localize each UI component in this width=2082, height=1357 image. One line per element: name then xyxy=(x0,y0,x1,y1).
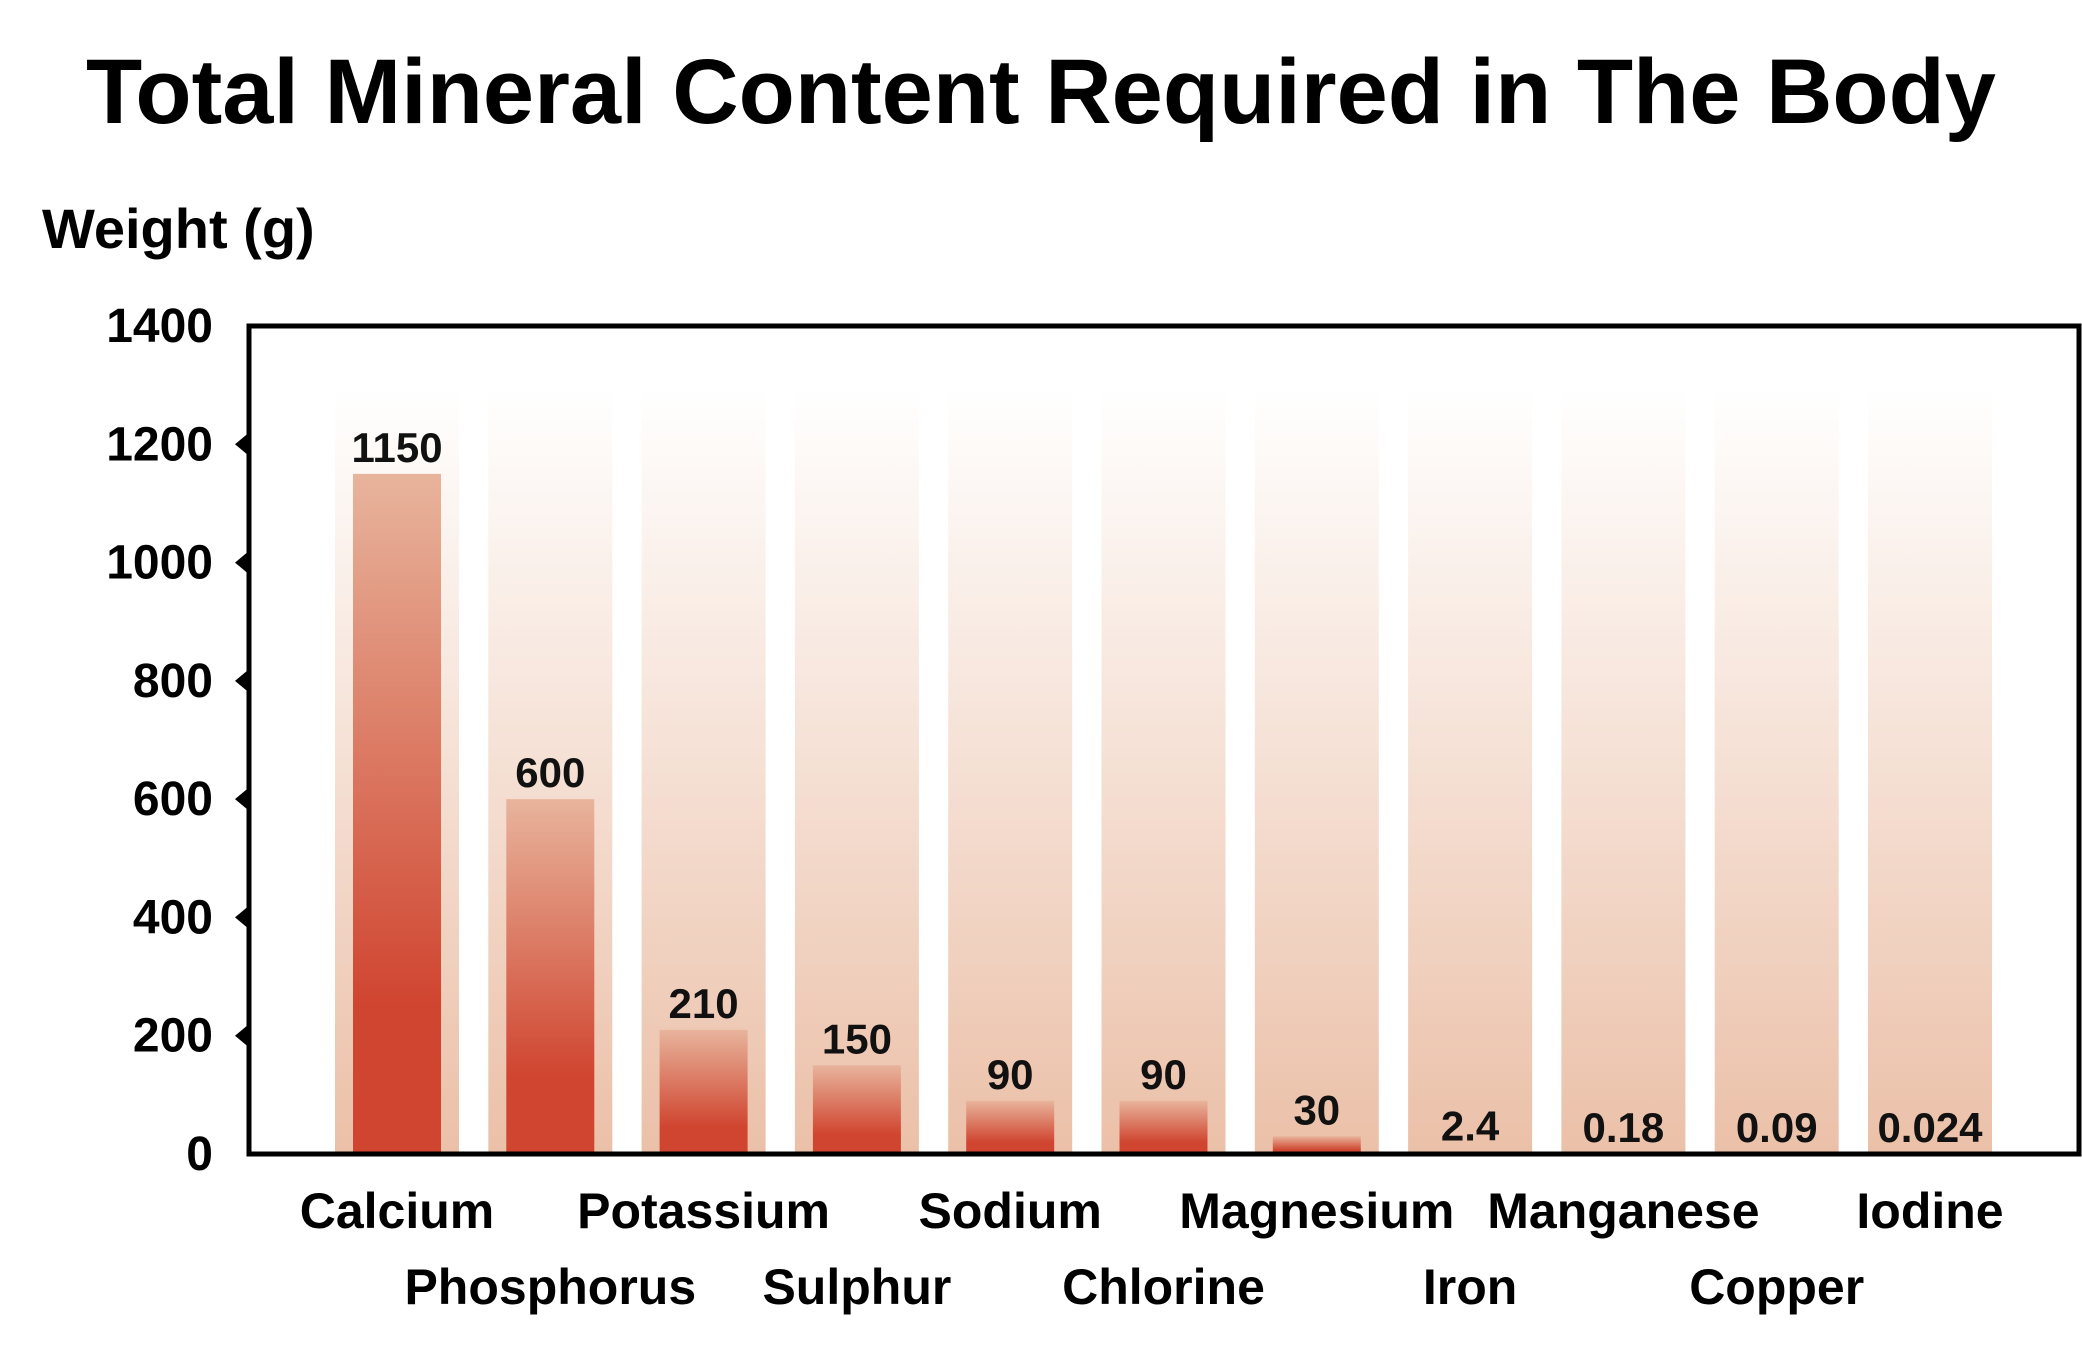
y-tick-mark xyxy=(235,434,247,455)
y-tick-label: 1400 xyxy=(106,300,213,353)
y-axis-label: Weight (g) xyxy=(42,197,315,260)
x-tick-label: Calcium xyxy=(300,1183,495,1239)
y-tick-mark xyxy=(235,907,247,928)
y-tick-label: 800 xyxy=(133,655,213,708)
value-label: 600 xyxy=(515,749,585,796)
y-tick-label: 1000 xyxy=(106,537,213,590)
bar xyxy=(353,473,441,1154)
y-tick-label: 0 xyxy=(186,1128,213,1181)
value-label: 30 xyxy=(1293,1086,1340,1133)
bar xyxy=(506,799,595,1154)
background-column xyxy=(1561,388,1686,1154)
value-label: 90 xyxy=(987,1051,1034,1098)
value-label: 1150 xyxy=(351,424,442,471)
background-column xyxy=(794,388,919,1154)
x-tick-label: Copper xyxy=(1689,1259,1864,1315)
background-column xyxy=(641,388,766,1154)
value-label: 0.09 xyxy=(1736,1104,1818,1151)
bar xyxy=(659,1029,748,1154)
y-tick-label: 400 xyxy=(133,891,213,944)
x-tick-label: Sodium xyxy=(919,1183,1102,1239)
plot-area-frame xyxy=(246,323,2082,1157)
background-column xyxy=(1408,388,1533,1154)
background-column xyxy=(948,388,1073,1154)
y-tick-mark xyxy=(235,670,247,691)
x-tick-label: Iodine xyxy=(1856,1183,2003,1239)
x-tick-label: Manganese xyxy=(1487,1183,1759,1239)
x-tick-label: Magnesium xyxy=(1179,1183,1454,1239)
y-tick-label: 1200 xyxy=(106,418,213,471)
value-label: 0.024 xyxy=(1877,1104,1983,1151)
value-label: 210 xyxy=(669,980,739,1027)
x-tick-label: Potassium xyxy=(577,1183,830,1239)
value-label: 150 xyxy=(822,1015,892,1062)
value-label: 0.18 xyxy=(1583,1104,1665,1151)
bar xyxy=(812,1065,901,1154)
y-tick-mark xyxy=(235,552,247,573)
background-column xyxy=(1254,388,1379,1154)
x-tick-label: Iron xyxy=(1423,1259,1517,1315)
background-column xyxy=(1868,388,1992,1154)
bar xyxy=(1119,1100,1208,1154)
y-tick-label: 200 xyxy=(133,1010,213,1063)
y-tick-mark xyxy=(235,1025,247,1046)
y-tick-label: 600 xyxy=(133,773,213,826)
bar xyxy=(1272,1136,1361,1154)
x-tick-label: Chlorine xyxy=(1062,1259,1265,1315)
y-tick-mark xyxy=(235,789,247,810)
background-column xyxy=(1101,388,1226,1154)
x-tick-label: Sulphur xyxy=(762,1259,951,1315)
bar xyxy=(966,1100,1055,1154)
chart-title: Total Mineral Content Required in The Bo… xyxy=(86,41,1996,143)
value-label: 90 xyxy=(1140,1051,1187,1098)
background-column xyxy=(1714,388,1839,1154)
value-label: 2.4 xyxy=(1441,1103,1500,1150)
x-tick-label: Phosphorus xyxy=(404,1259,696,1315)
